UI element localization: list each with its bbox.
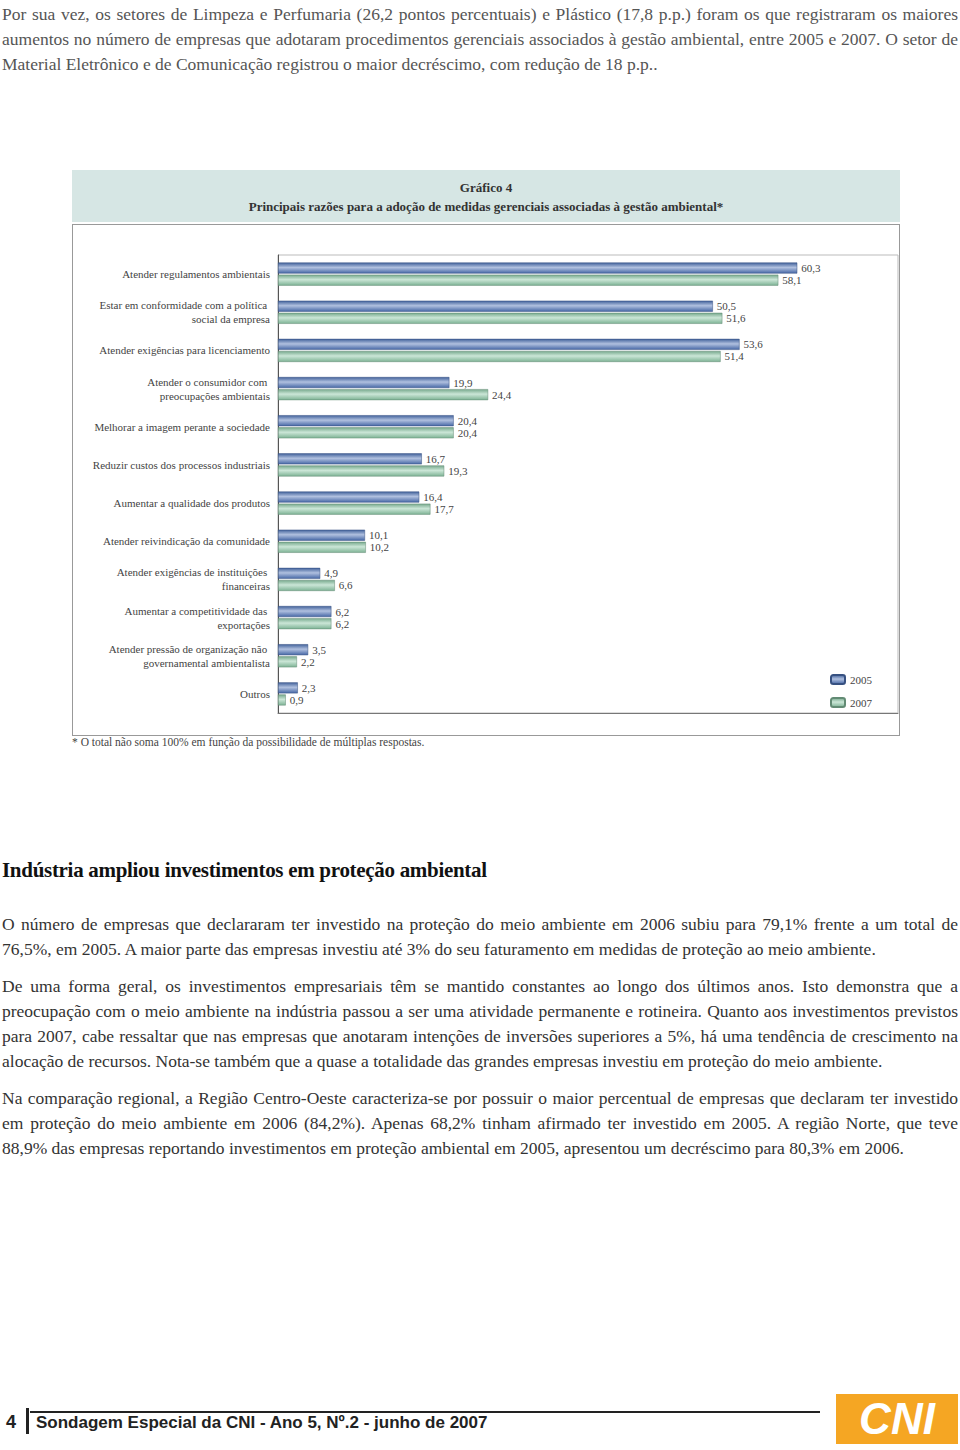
svg-text:Aumentar a competitividade das: Aumentar a competitividade das (125, 605, 270, 617)
svg-text:Outros: Outros (240, 688, 270, 700)
svg-text:20,4: 20,4 (458, 427, 478, 439)
svg-text:preocupações ambientais: preocupações ambientais (160, 390, 270, 402)
svg-text:2,2: 2,2 (301, 656, 315, 668)
html-text:Indústria ampliou investimento: Indústria ampliou investimentos em prote… (2, 858, 487, 882)
svg-text:0,9: 0,9 (290, 694, 304, 706)
html-text:Na comparação regional, a Regi: Na comparação regional, a Região Centro-… (2, 1088, 958, 1158)
svg-text:2005: 2005 (850, 674, 873, 686)
html-text:* O total não soma 100% em fun: * O total não soma 100% em função da pos… (72, 736, 425, 748)
svg-text:24,4: 24,4 (492, 389, 512, 401)
svg-text:50,5: 50,5 (717, 300, 737, 312)
svg-text:Estar em conformidade com a po: Estar em conformidade com a política (100, 299, 270, 311)
svg-text:19,3: 19,3 (448, 465, 468, 477)
svg-text:60,3: 60,3 (801, 262, 821, 274)
svg-text:6,2: 6,2 (335, 618, 349, 630)
svg-text:financeiras: financeiras (222, 580, 270, 592)
svg-text:10,2: 10,2 (370, 541, 389, 553)
svg-text:16,4: 16,4 (423, 491, 443, 503)
html-text:O número de empresas que decla: O número de empresas que declararam ter … (2, 914, 958, 959)
svg-text:Atender exigências para licenc: Atender exigências para licenciamento (99, 344, 270, 356)
svg-text:51,6: 51,6 (726, 312, 746, 324)
svg-text:Atender pressão de organização: Atender pressão de organização não (109, 643, 270, 655)
html-text:Por sua vez, os setores de Lim: Por sua vez, os setores de Limpeza e Per… (2, 4, 958, 74)
svg-text:Aumentar a qualidade dos produ: Aumentar a qualidade dos produtos (114, 497, 270, 509)
svg-text:3,5: 3,5 (312, 644, 326, 656)
svg-text:social da empresa: social da empresa (192, 313, 270, 325)
svg-text:58,1: 58,1 (782, 274, 801, 286)
html-text:Principais razões para a adoçã: Principais razões para a adoção de medid… (248, 199, 724, 214)
svg-text:Atender regulamentos ambientai: Atender regulamentos ambientais (122, 268, 270, 280)
svg-text:53,6: 53,6 (744, 338, 764, 350)
svg-text:6,2: 6,2 (335, 606, 349, 618)
html-text:CNI: CNI (859, 1394, 935, 1443)
svg-text:10,1: 10,1 (369, 529, 388, 541)
svg-text:Melhorar a imagem perante a so: Melhorar a imagem perante a sociedade (94, 421, 270, 433)
svg-text:16,7: 16,7 (426, 453, 446, 465)
html-text:De uma forma geral, os investi: De uma forma geral, os investimentos emp… (2, 976, 958, 1071)
svg-text:2,3: 2,3 (302, 682, 316, 694)
html-text:Sondagem Especial da CNI - Ano: Sondagem Especial da CNI - Ano 5, Nº.2 -… (36, 1413, 488, 1432)
svg-text:exportações: exportações (217, 619, 270, 631)
svg-text:20,4: 20,4 (458, 415, 478, 427)
svg-text:governamental ambientalista: governamental ambientalista (143, 657, 270, 669)
svg-text:19,9: 19,9 (453, 377, 473, 389)
svg-text:Atender o consumidor com: Atender o consumidor com (147, 376, 270, 388)
svg-text:Atender reivindicação da comun: Atender reivindicação da comunidade (103, 535, 270, 547)
svg-text:Atender exigências de institui: Atender exigências de instituições (117, 566, 270, 578)
svg-text:17,7: 17,7 (434, 503, 454, 515)
svg-text:Reduzir custos dos processos i: Reduzir custos dos processos industriais (93, 459, 270, 471)
svg-text:2007: 2007 (850, 697, 873, 709)
svg-text:6,6: 6,6 (339, 579, 353, 591)
svg-text:51,4: 51,4 (725, 350, 745, 362)
html-text:Gráfico 4: Gráfico 4 (459, 180, 513, 195)
svg-text:4,9: 4,9 (324, 567, 338, 579)
html-text:4: 4 (6, 1412, 16, 1432)
